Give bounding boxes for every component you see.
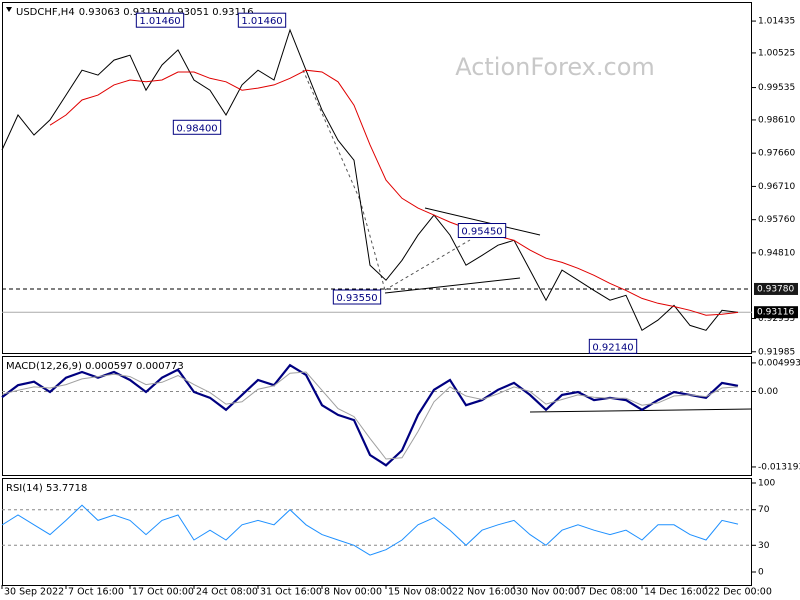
- y-tick-label: 70: [758, 505, 770, 515]
- series-line: [1, 371, 739, 460]
- x-tick-label: 7 Dec 08:00: [580, 587, 638, 598]
- last-price-tag: [754, 306, 798, 319]
- y-tick-label: 0.95760: [758, 215, 795, 225]
- ohlc-values: 0.93063 0.93150 0.93051 0.93116: [79, 7, 254, 18]
- last-price-label: 0.93116: [757, 308, 794, 318]
- level-tag: [135, 12, 185, 28]
- y-tick-label: 0.98610: [758, 115, 795, 125]
- watermark: ActionForex.com: [455, 53, 655, 81]
- y-tick-label: 1.01435: [758, 17, 795, 27]
- level-label: 0.93550: [336, 293, 377, 304]
- y-tick-label: 0.91985: [758, 347, 795, 357]
- y-tick-label: 0: [758, 568, 764, 578]
- x-tick-label: 22 Nov 16:00: [452, 587, 516, 598]
- y-tick-label: 0.99535: [758, 83, 795, 93]
- level-tag: [237, 12, 287, 28]
- x-tick-label: 31 Oct 16:00: [260, 587, 322, 598]
- resistance-tag: [754, 282, 798, 295]
- rsi-panel: [2, 478, 752, 586]
- level-tag: [172, 119, 222, 135]
- x-tick-label: 15 Nov 08:00: [388, 587, 452, 598]
- triangle-upper: [424, 207, 541, 236]
- y-tick-label: -0.013193: [758, 462, 800, 472]
- series-line: [1, 504, 739, 556]
- level-label: 1.01460: [241, 16, 282, 27]
- trendline: [384, 239, 471, 291]
- panel-title: USDCHF,H4: [16, 7, 75, 18]
- resistance-label: 0.93780: [757, 284, 794, 294]
- trendlines: [302, 69, 753, 413]
- x-tick-label: 22 Dec 00:00: [708, 587, 772, 598]
- y-tick-label: 0.97660: [758, 149, 795, 159]
- level-tag: [457, 223, 507, 239]
- x-tick-label: 14 Dec 16:00: [644, 587, 708, 598]
- y-tick-label: 0.94810: [758, 248, 795, 258]
- series-line: [49, 69, 739, 316]
- level-label: 0.95450: [461, 227, 502, 238]
- x-tick-label: 17 Oct 00:00: [132, 587, 194, 598]
- y-tick-label: 30: [758, 541, 770, 551]
- y-tick-label: 0.92935: [758, 314, 795, 324]
- triangle-lower: [384, 277, 521, 294]
- price-panel: [2, 2, 752, 354]
- x-tick-label: 24 Oct 08:00: [196, 587, 258, 598]
- macd-panel: [2, 356, 752, 476]
- panel-title: MACD(12,26,9) 0.000597 0.000773: [6, 361, 184, 372]
- level-label: 0.92140: [592, 342, 633, 353]
- y-tick-label: 1.00525: [758, 48, 795, 58]
- x-tick-label: 7 Oct 16:00: [68, 587, 124, 598]
- level-label: 1.01460: [139, 16, 180, 27]
- x-tick-label: 30 Sep 2022: [4, 587, 64, 598]
- level-tag: [588, 338, 638, 354]
- x-tick-label: 8 Nov 00:00: [324, 587, 382, 598]
- symbol-icon: [6, 7, 12, 12]
- y-tick-label: 0.00: [758, 387, 778, 397]
- y-tick-label: 100: [758, 478, 775, 488]
- level-tag: [332, 289, 382, 305]
- y-tick-label: 0.96710: [758, 182, 795, 192]
- x-tick-label: 30 Nov 00:00: [516, 587, 580, 598]
- panel-title: RSI(14) 53.7718: [6, 483, 87, 494]
- series-line: [1, 28, 739, 332]
- macd-support: [529, 408, 753, 413]
- y-tick-label: 0.004993: [758, 358, 800, 368]
- level-label: 0.98400: [176, 123, 217, 134]
